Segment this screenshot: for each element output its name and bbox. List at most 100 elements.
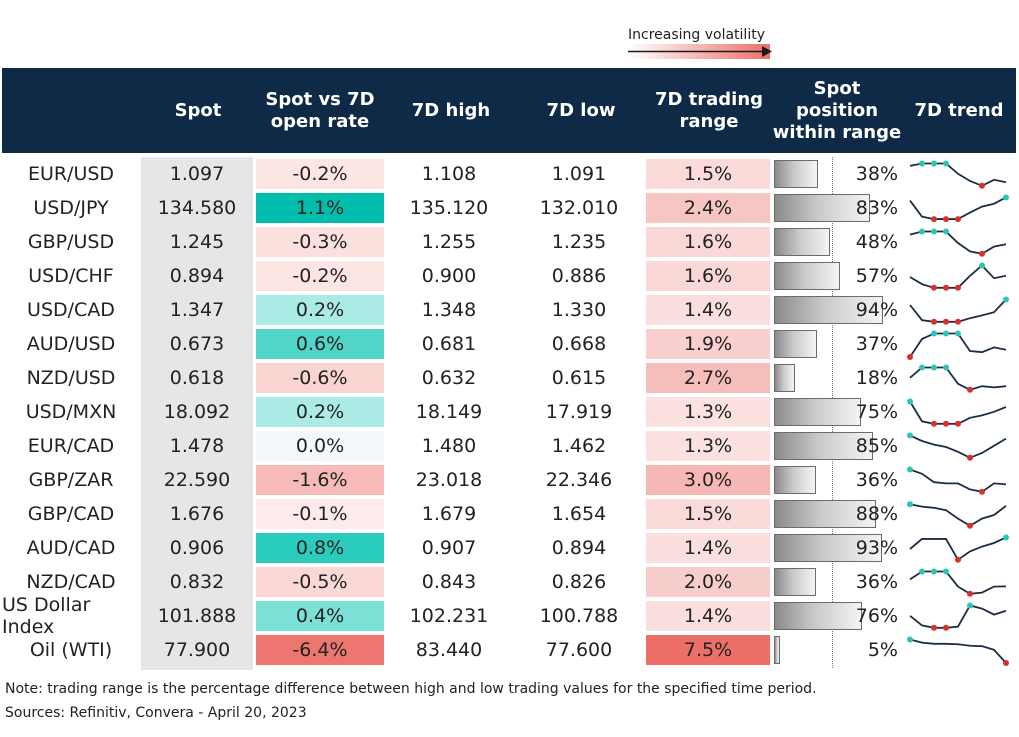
- spot-cell: 0.906: [169, 537, 225, 559]
- spot-vs-open-cell: 0.4%: [256, 601, 384, 631]
- trend-high-marker: [955, 330, 961, 337]
- spot-vs-open-cell: -0.2%: [256, 159, 384, 189]
- high-cell: 1.108: [421, 163, 477, 185]
- spot-cell: 1.478: [169, 435, 225, 457]
- position-bar: [774, 364, 795, 392]
- low-cell: 0.826: [551, 571, 607, 593]
- position-percent-label: 36%: [855, 469, 898, 491]
- row-pair-label: EUR/CAD: [27, 435, 115, 457]
- low-cell: 0.894: [551, 537, 607, 559]
- low-cell: 0.668: [551, 333, 607, 355]
- trend-line: [909, 366, 1007, 391]
- header-spot: Spot: [174, 99, 222, 121]
- low-cell: 132.010: [539, 197, 619, 219]
- trend-line: [909, 638, 1007, 664]
- trend-line: [909, 230, 1007, 255]
- position-bar: [774, 534, 882, 562]
- row-pair-label: AUD/USD: [26, 333, 116, 355]
- high-cell: 1.348: [421, 299, 477, 321]
- position-percent-label: 94%: [855, 299, 898, 321]
- sources-line: Sources: Refinitiv, Convera - April 20, …: [5, 705, 307, 721]
- trend-low-marker: [943, 624, 949, 631]
- trend-low-marker: [943, 420, 949, 427]
- trading-range-cell: 7.5%: [646, 635, 770, 665]
- footnote: Note: trading range is the percentage di…: [5, 681, 817, 697]
- spot-cell: 0.618: [169, 367, 225, 389]
- trend-sparkline: [909, 160, 1007, 189]
- trend-low-marker: [979, 488, 985, 495]
- trend-low-marker: [931, 284, 937, 291]
- trading-range-cell: 1.5%: [646, 499, 770, 529]
- position-bar: [774, 568, 816, 596]
- trend-line: [909, 468, 1007, 493]
- header-7d-trend: 7D trend: [914, 99, 1004, 121]
- position-bar: [774, 330, 817, 358]
- trend-low-marker: [1003, 660, 1009, 666]
- trading-range-cell: 1.4%: [646, 601, 770, 631]
- trend-low-marker: [931, 420, 937, 427]
- position-bar: [774, 228, 830, 256]
- low-cell: 100.788: [539, 605, 619, 627]
- trend-low-marker: [943, 284, 949, 291]
- trend-sparkline: [907, 432, 1007, 461]
- trading-range-cell: 3.0%: [646, 465, 770, 495]
- position-percent-label: 83%: [855, 197, 898, 219]
- spot-vs-open-cell: -0.6%: [256, 363, 384, 393]
- trend-sparkline: [909, 262, 1007, 291]
- low-cell: 17.919: [545, 401, 613, 423]
- spot-cell: 77.900: [163, 639, 231, 661]
- low-cell: 1.235: [551, 231, 607, 253]
- position-bar: [774, 432, 873, 460]
- spot-vs-open-cell: -0.5%: [256, 567, 384, 597]
- spot-vs-open-cell: 0.0%: [256, 431, 384, 461]
- high-cell: 0.907: [421, 537, 477, 559]
- high-cell: 0.900: [421, 265, 477, 287]
- spot-cell: 18.092: [163, 401, 231, 423]
- trend-high-marker: [907, 466, 913, 473]
- spot-vs-open-cell: 0.8%: [256, 533, 384, 563]
- spot-cell: 101.888: [157, 605, 237, 627]
- high-cell: 23.018: [415, 469, 483, 491]
- trend-high-marker: [943, 568, 949, 575]
- header-spot-position: Spot position within range: [772, 77, 902, 143]
- trend-low-marker: [955, 556, 961, 563]
- spot-cell: 1.245: [169, 231, 225, 253]
- low-cell: 1.654: [551, 503, 607, 525]
- spot-vs-open-cell: -1.6%: [256, 465, 384, 495]
- header-7d-range: 7D trading range: [654, 88, 764, 132]
- row-pair-label: USD/CHF: [28, 265, 114, 287]
- trend-sparkline: [909, 194, 1009, 223]
- trading-range-cell: 2.4%: [646, 193, 770, 223]
- trend-sparkline: [907, 466, 1007, 495]
- trend-low-marker: [931, 318, 937, 325]
- trading-range-cell: 1.6%: [646, 261, 770, 291]
- trend-line: [909, 570, 1007, 595]
- row-pair-label: USD/MXN: [25, 401, 117, 423]
- trend-sparkline: [909, 534, 1009, 563]
- trend-line: [909, 298, 1007, 323]
- trend-low-marker: [943, 216, 949, 223]
- high-cell: 1.480: [421, 435, 477, 457]
- trend-low-marker: [931, 624, 937, 631]
- trend-sparkline: [909, 364, 1007, 393]
- position-bar: [774, 500, 876, 528]
- row-pair-label: EUR/USD: [27, 163, 115, 185]
- trend-low-marker: [967, 522, 973, 529]
- high-cell: 1.255: [421, 231, 477, 253]
- trend-high-marker: [1003, 296, 1009, 303]
- trading-range-cell: 1.4%: [646, 533, 770, 563]
- position-bar: [774, 262, 840, 290]
- row-pair-label: NZD/CAD: [26, 571, 116, 593]
- trading-range-cell: 1.9%: [646, 329, 770, 359]
- trend-line: [909, 604, 1007, 629]
- position-percent-label: 48%: [855, 231, 898, 253]
- spot-cell: 1.347: [169, 299, 225, 321]
- position-percent-label: 37%: [855, 333, 898, 355]
- trend-line: [909, 503, 1007, 527]
- spot-column-background: [141, 157, 253, 670]
- header-7d-low: 7D low: [546, 99, 616, 121]
- trend-high-marker: [907, 432, 913, 439]
- row-pair-label: Oil (WTI): [29, 639, 113, 661]
- trend-sparkline: [909, 602, 1007, 631]
- header-7d-high: 7D high: [411, 99, 491, 121]
